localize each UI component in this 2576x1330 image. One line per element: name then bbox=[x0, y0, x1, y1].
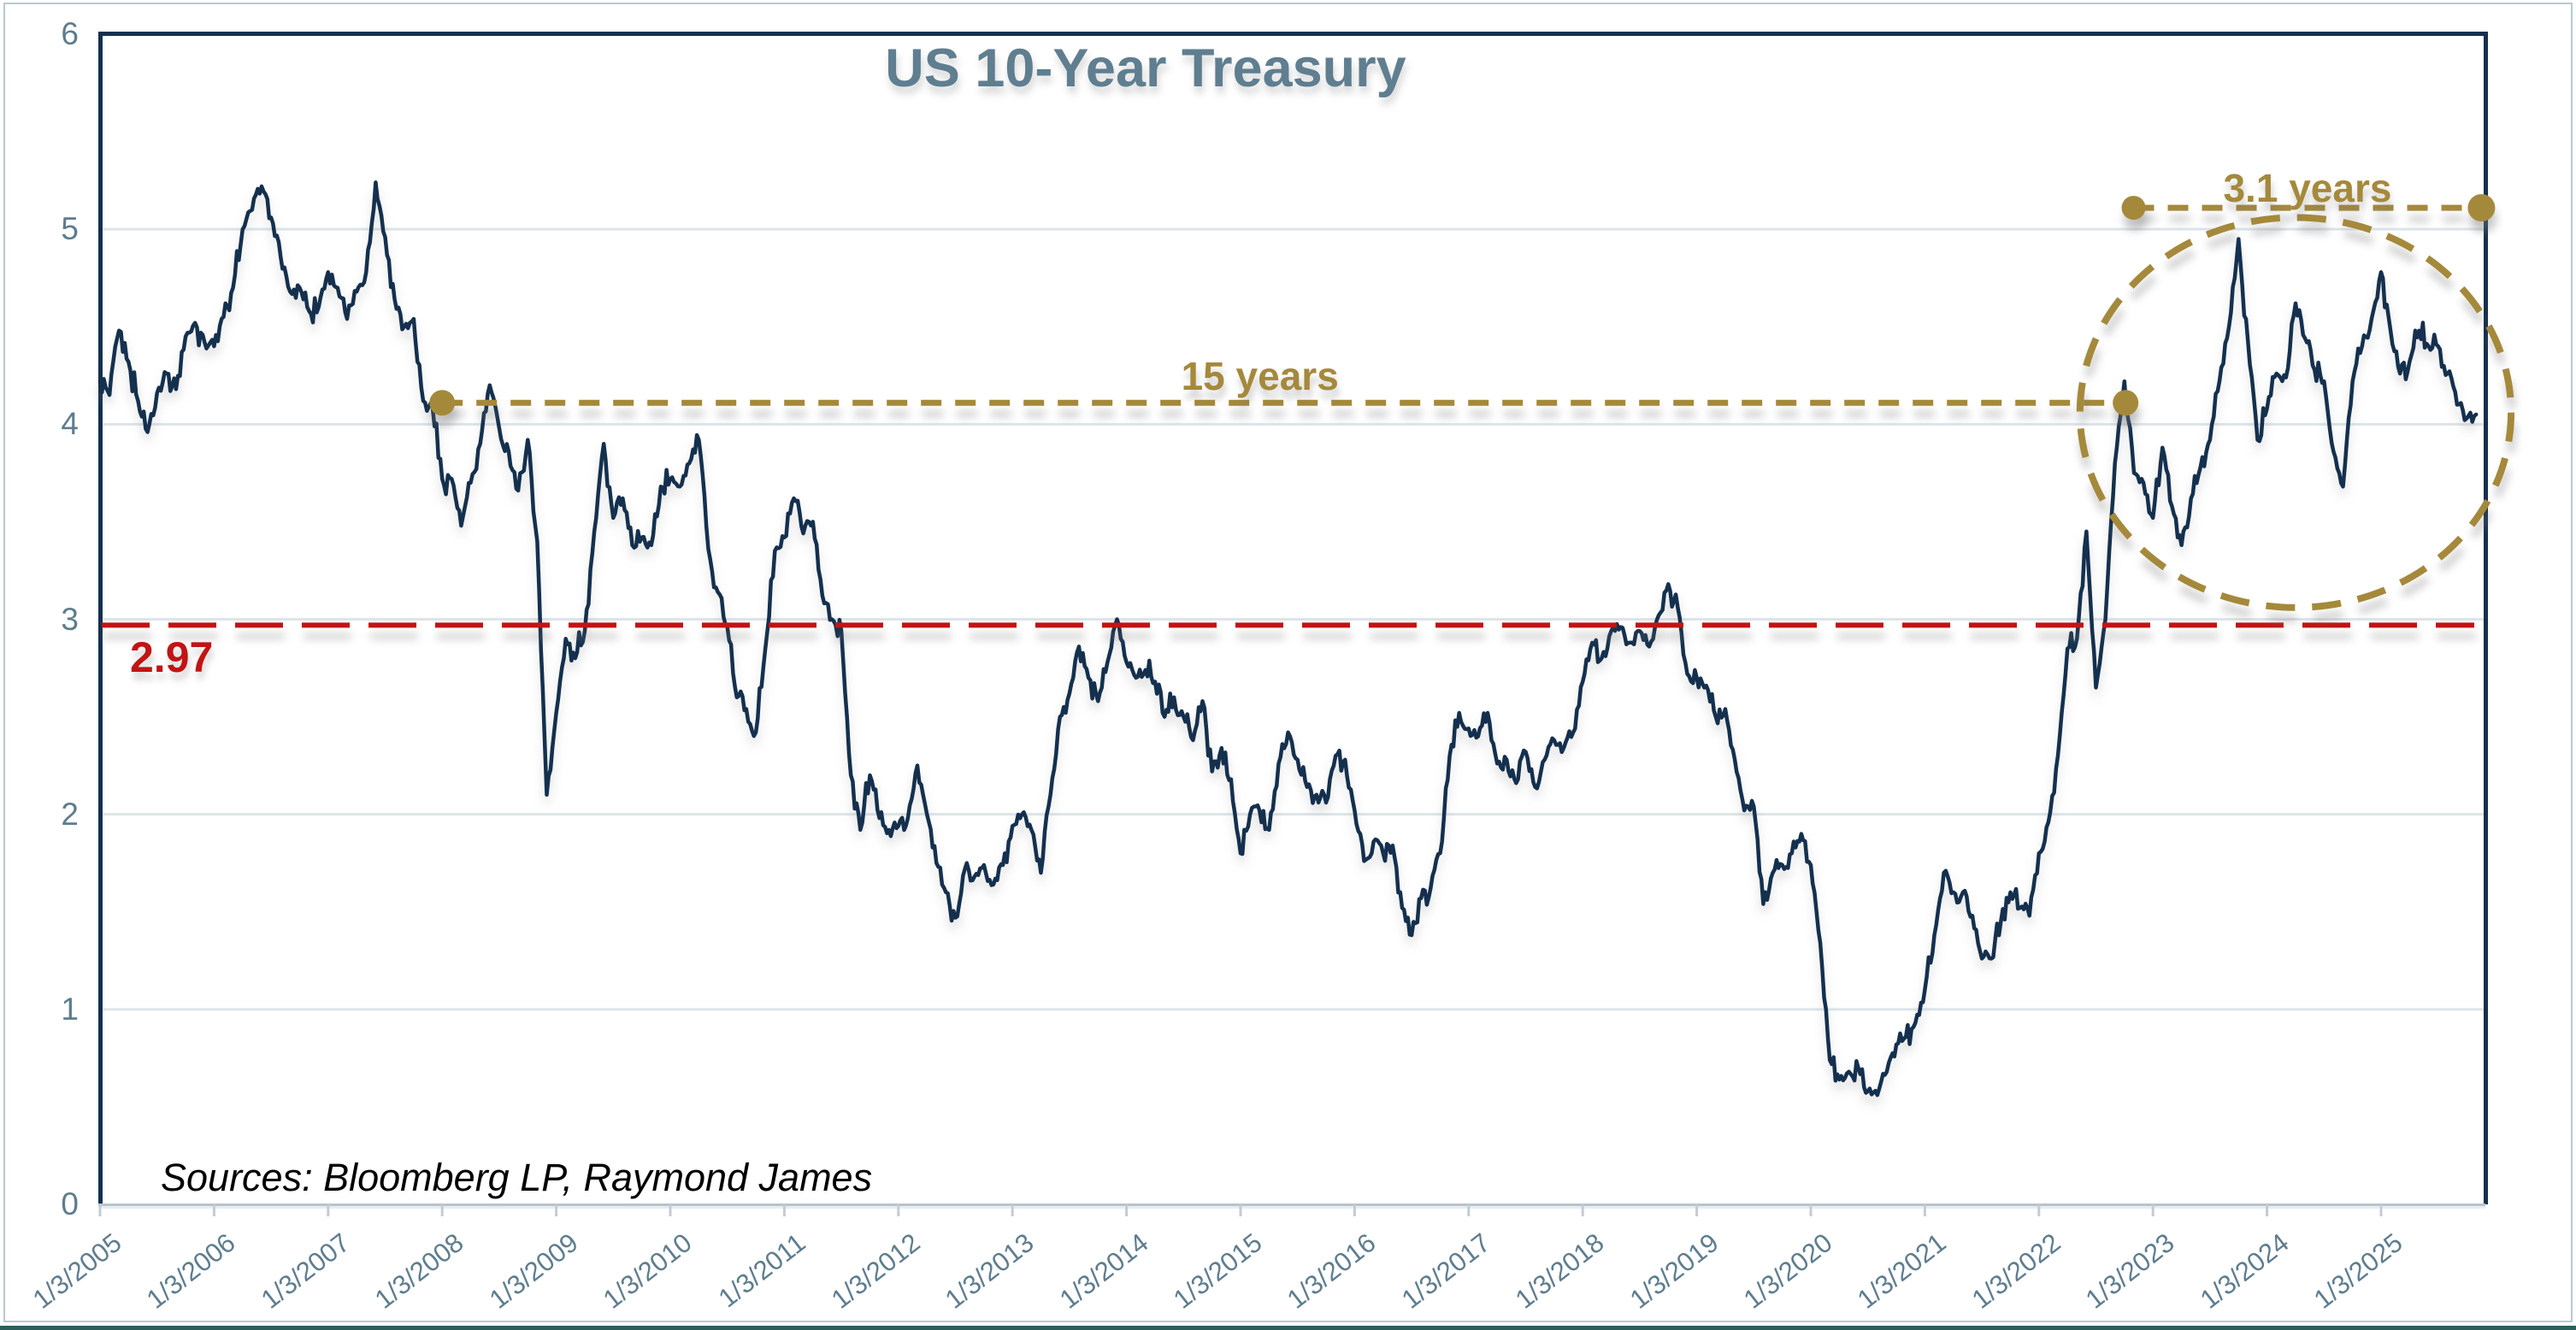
y-tick-label: 2 bbox=[61, 796, 79, 832]
y-tick-label: 1 bbox=[61, 991, 79, 1027]
y-tick-label: 4 bbox=[61, 406, 79, 442]
yield-line-series bbox=[97, 180, 2479, 1098]
annotation-layer bbox=[102, 194, 2515, 628]
gridlines bbox=[100, 227, 2485, 1011]
y-tick-label: 0 bbox=[61, 1186, 79, 1221]
y-tick-label: 6 bbox=[61, 16, 79, 51]
annotation-label-15-years: 15 years bbox=[1181, 354, 1339, 399]
axis-lines bbox=[98, 32, 2488, 1216]
y-tick-label: 3 bbox=[61, 601, 79, 637]
annotation-label-3-1-years: 3.1 years bbox=[2223, 166, 2392, 211]
source-note: Sources: Bloomberg LP, Raymond James bbox=[161, 1156, 873, 1199]
figure-bottom-edge bbox=[0, 1326, 2576, 1330]
chart-title: US 10-Year Treasury bbox=[885, 38, 1406, 98]
y-tick-label: 5 bbox=[61, 211, 79, 247]
reference-value-label: 2.97 bbox=[130, 633, 214, 682]
